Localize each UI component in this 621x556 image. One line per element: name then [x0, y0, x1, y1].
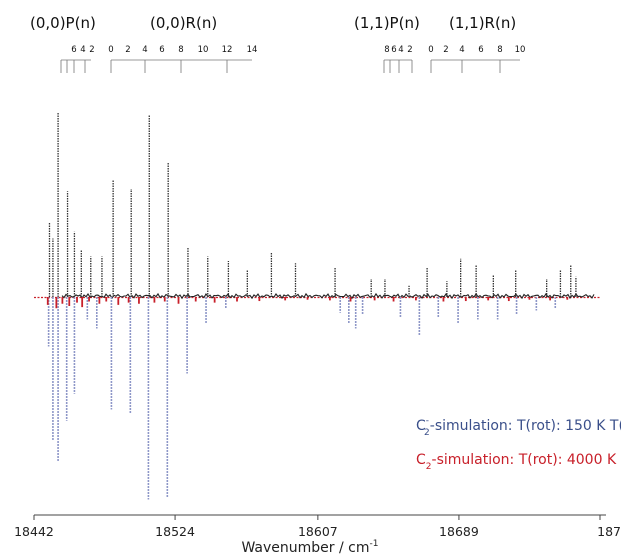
annotation-species: C — [416, 418, 426, 434]
band-tick-label: 14 — [247, 45, 258, 55]
band-tick-label: 6 — [478, 45, 483, 55]
band-tick-label: 10 — [198, 45, 209, 55]
x-axis-tick-label: 187 — [597, 524, 621, 539]
band-label: (0,0)R(n) — [150, 14, 217, 32]
band-tick-label: 12 — [222, 45, 233, 55]
band-tick-label: 2 — [89, 45, 94, 55]
experiment-baseline — [61, 292, 595, 300]
band-tick-label: 2 — [407, 45, 412, 55]
annotation-subscript: 2 — [426, 462, 432, 472]
x-axis-tick-label: 18689 — [439, 524, 479, 539]
band-tick-label: 4 — [398, 45, 403, 55]
band-tick-label: 10 — [515, 45, 526, 55]
band-label: (1,1)P(n) — [354, 14, 420, 32]
x-axis-label: Wavenumber / cm-1 — [241, 539, 378, 556]
band-tick-label: 4 — [459, 45, 464, 55]
band-label: (0,0)P(n) — [30, 14, 96, 32]
x-axis-tick-label: 18524 — [155, 524, 195, 539]
band-tick-label: 6 — [71, 45, 76, 55]
band-tick-label: 8 — [178, 45, 183, 55]
c2-neutral-simulation-annotation: C2-simulation: T(rot): 4000 K — [416, 452, 617, 472]
x-axis-tick-label: 18442 — [14, 524, 54, 539]
band-tick-label: 0 — [428, 45, 433, 55]
x-axis: 18442 18524 18607 18689 187 — [14, 514, 621, 539]
band-label: (1,1)R(n) — [449, 14, 516, 32]
c2-anion-simulation-annotation: C- 2-simulation: T(rot): 150 K T(vib): 15… — [416, 416, 621, 438]
annotation-subscript: 2 — [424, 428, 430, 438]
annotation-species: C — [416, 452, 426, 468]
band-tick-label: 6 — [159, 45, 164, 55]
band-tick-label: 2 — [125, 45, 130, 55]
spectra-group — [34, 112, 600, 500]
rotational-assignment-group: (0,0)P(n)6 4 2(0,0)R(n)0 2 4 6 8 10 12 14(1,1)P(n… — [30, 14, 525, 73]
annotation-text: -simulation: T(rot): 150 K T(vib): 1500K — [430, 418, 621, 434]
band-tick-label: 0 — [108, 45, 113, 55]
band-tick-label: 4 — [80, 45, 85, 55]
x-axis-label-exponent: -1 — [370, 539, 379, 549]
annotation-charge: - — [426, 416, 429, 426]
band-tick-label: 6 — [391, 45, 396, 55]
x-axis-tick-label: 18607 — [298, 524, 338, 539]
band-tick-label: 8 — [497, 45, 502, 55]
x-axis-label-text: Wavenumber / cm — [241, 540, 369, 556]
band-tick-label: 8 — [384, 45, 389, 55]
band-tick-label: 4 — [142, 45, 147, 55]
annotation-text: -simulation: T(rot): 4000 K — [432, 452, 617, 468]
band-tick-label: 2 — [443, 45, 448, 55]
